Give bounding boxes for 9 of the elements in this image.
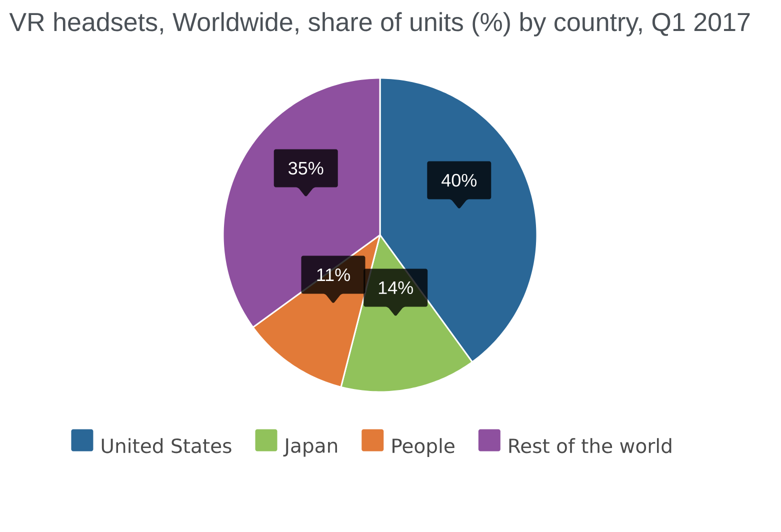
data-label: 11% (317, 268, 350, 282)
data-label: 14% (378, 281, 413, 294)
legend-label: Rest of the world (509, 438, 672, 454)
data-label: 40% (442, 174, 477, 187)
data-label: 35% (288, 162, 324, 175)
legend-label: People (392, 438, 454, 457)
legend-label: Japan (283, 438, 337, 457)
legend-label: United States (102, 438, 232, 454)
chart-title: VR headsets, Worldwide, share of units (%) by country, Q1 2017 (9, 12, 750, 36)
